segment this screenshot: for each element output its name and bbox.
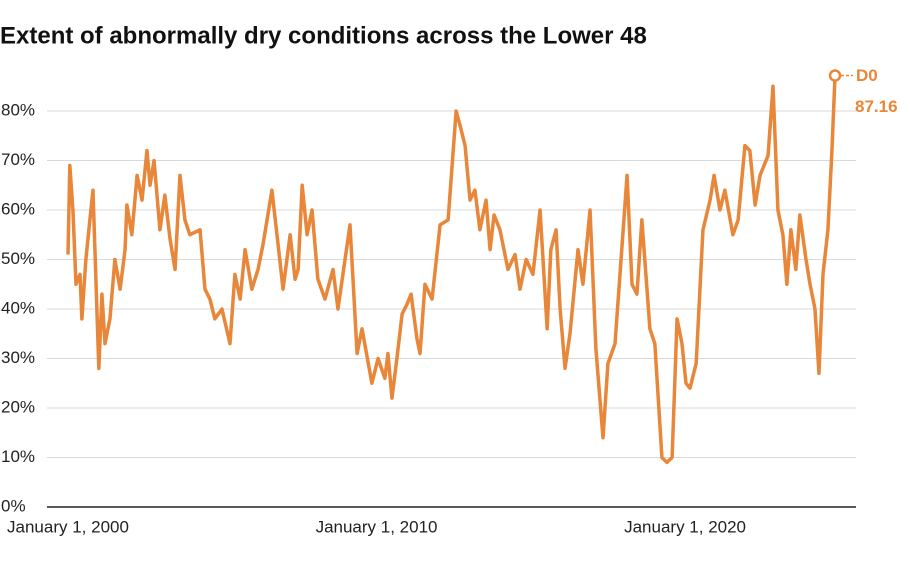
x-tick-label: January 1, 2020 — [624, 517, 746, 536]
y-tick-label: 10% — [1, 447, 35, 466]
y-tick-label: 0% — [1, 496, 26, 515]
y-tick-label: 30% — [1, 348, 35, 367]
value-label: 87.16 — [855, 97, 898, 116]
x-tick-label: January 1, 2000 — [7, 517, 129, 536]
y-tick-label: 80% — [1, 100, 35, 119]
y-tick-label: 40% — [1, 298, 35, 317]
y-tick-label: 50% — [1, 249, 35, 268]
y-tick-label: 20% — [1, 397, 35, 416]
data-line — [66, 75, 837, 465]
y-tick-label: 60% — [1, 199, 35, 218]
end-marker — [828, 69, 842, 82]
chart-title: Extent of abnormally dry conditions acro… — [0, 22, 647, 49]
x-tick-label: January 1, 2010 — [316, 517, 438, 536]
y-tick-label: 70% — [1, 150, 35, 169]
legend-label: D0 — [856, 66, 878, 85]
